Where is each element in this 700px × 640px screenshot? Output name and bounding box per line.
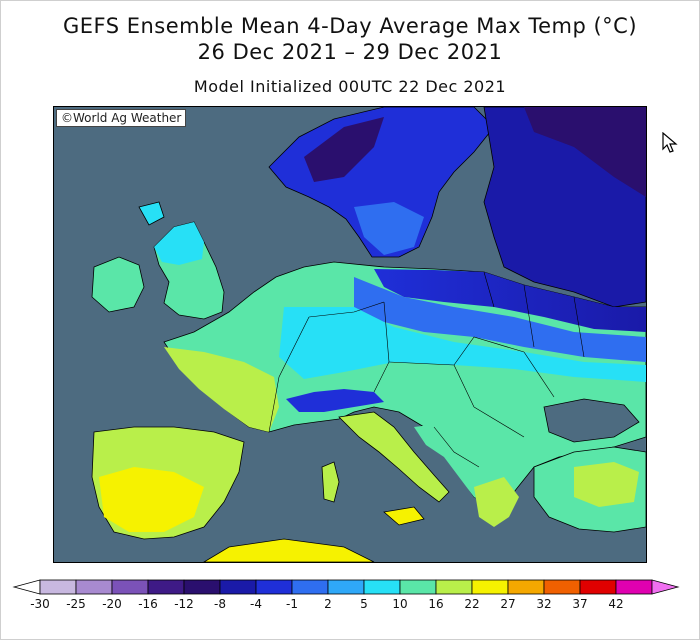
land-iceland-edge	[138, 201, 165, 226]
europe-map-svg	[54, 107, 646, 562]
legend-cell	[111, 579, 149, 595]
legend-tick-label: -8	[214, 597, 226, 611]
region-cyan-belt	[279, 307, 646, 382]
legend-tick-label: 10	[392, 597, 407, 611]
legend-cell	[471, 579, 509, 595]
land-sardinia	[321, 461, 340, 503]
legend-ticks: -30 -25 -20 -16 -12 -8 -4 -1 2 5 10 16 22 27 32 37 42	[30, 597, 623, 611]
land-sicily	[383, 506, 425, 526]
mouse-pointer-icon	[662, 132, 678, 153]
legend-cell	[615, 579, 653, 595]
land-north-africa	[203, 538, 375, 562]
legend-cell	[579, 579, 617, 595]
legend-tick-label: 2	[324, 597, 332, 611]
legend-tick-label: 22	[464, 597, 479, 611]
region-turkey-interior	[574, 462, 639, 507]
color-legend: -30 -25 -20 -16 -12 -8 -4 -1 2 5 10 16 22 27 32 37 42	[12, 579, 680, 611]
legend-cell	[255, 579, 293, 595]
region-iberia-hot	[99, 467, 204, 532]
region-cold-belt	[374, 269, 646, 332]
legend-tick-label: 37	[572, 597, 587, 611]
legend-cell	[291, 579, 329, 595]
legend-tick-label: -1	[286, 597, 298, 611]
legend-arrow-low	[12, 579, 41, 595]
legend-cell	[507, 579, 545, 595]
legend-cell	[327, 579, 365, 595]
credit-label: ©World Ag Weather	[56, 109, 187, 127]
legend-cell	[39, 579, 77, 595]
region-far-northeast	[524, 107, 646, 197]
legend-cell	[543, 579, 581, 595]
date-range: 26 Dec 2021 – 29 Dec 2021	[197, 40, 503, 64]
land-italy	[338, 411, 450, 503]
legend-tick-label: -12	[174, 597, 194, 611]
legend-tick-label: -4	[250, 597, 262, 611]
temperature-map: ©World Ag Weather	[53, 106, 647, 563]
black-sea	[543, 398, 640, 443]
legend-cell	[363, 579, 401, 595]
legend-cell	[75, 579, 113, 595]
legend-tick-label: 27	[500, 597, 515, 611]
country-borders	[268, 271, 585, 468]
model-initialized: Model Initialized 00UTC 22 Dec 2021	[193, 77, 507, 96]
region-france	[164, 347, 279, 432]
legend-tick-label: -20	[102, 597, 122, 611]
region-scotland	[154, 222, 204, 265]
legend-tick-label: 32	[536, 597, 551, 611]
legend-arrow-high	[651, 579, 680, 595]
region-sweden-south	[354, 202, 424, 255]
legend-cell	[183, 579, 221, 595]
legend-cell	[435, 579, 473, 595]
legend-cells	[12, 579, 680, 595]
legend-cell	[399, 579, 437, 595]
region-blue-belt	[354, 277, 646, 362]
region-alps	[286, 389, 384, 412]
region-greece	[474, 477, 519, 527]
legend-cell	[147, 579, 185, 595]
legend-tick-label: 16	[428, 597, 443, 611]
legend-tick-label: -16	[138, 597, 158, 611]
legend-tick-label: -30	[30, 597, 50, 611]
legend-cell	[219, 579, 257, 595]
land-ireland	[91, 256, 145, 313]
legend-tick-label: 5	[360, 597, 368, 611]
region-scandinavia-north	[304, 117, 384, 182]
map-title: GEFS Ensemble Mean 4-Day Average Max Tem…	[62, 14, 638, 38]
legend-tick-label: 42	[608, 597, 623, 611]
legend-tick-label: -25	[66, 597, 86, 611]
